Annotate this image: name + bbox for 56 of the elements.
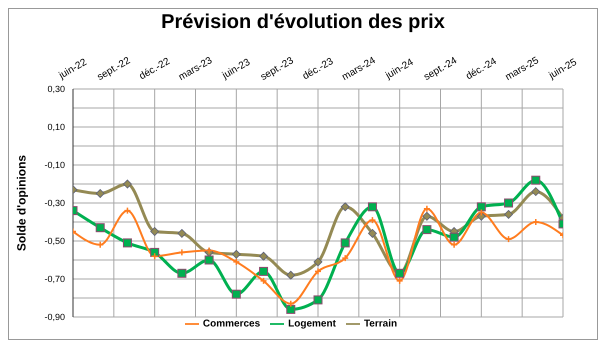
point xyxy=(232,290,241,299)
point xyxy=(177,229,186,238)
y-tick-label: -0,90 xyxy=(44,312,65,322)
point xyxy=(341,254,349,262)
point xyxy=(96,223,105,232)
point xyxy=(340,202,350,212)
point xyxy=(450,232,459,242)
point xyxy=(531,187,540,196)
point xyxy=(123,180,132,188)
point xyxy=(286,304,296,314)
point xyxy=(450,241,458,249)
point xyxy=(532,218,540,226)
point xyxy=(232,258,240,266)
point xyxy=(422,225,432,234)
legend-label: Commerces xyxy=(202,318,260,330)
point xyxy=(232,250,241,259)
point xyxy=(178,248,186,256)
point xyxy=(204,256,214,264)
point xyxy=(259,252,268,261)
point xyxy=(478,208,486,216)
point xyxy=(260,277,268,285)
point xyxy=(205,246,213,254)
y-tick-label: 0,10 xyxy=(47,122,65,132)
point xyxy=(150,252,158,260)
legend-label: Terrain xyxy=(364,318,398,330)
point xyxy=(259,266,268,276)
point xyxy=(124,206,132,214)
legend-label: Logement xyxy=(288,318,336,330)
point xyxy=(150,227,160,236)
point xyxy=(504,210,513,219)
y-tick-label: -0,10 xyxy=(44,160,65,170)
point xyxy=(504,235,512,243)
point xyxy=(504,198,514,208)
point xyxy=(368,216,376,224)
y-axis-title: Solde d'opinions xyxy=(14,154,28,252)
y-tick-label: -0,30 xyxy=(44,198,65,208)
point xyxy=(314,258,322,266)
point xyxy=(476,202,486,212)
point xyxy=(314,268,322,276)
y-tick-label: 0,30 xyxy=(47,84,65,94)
point xyxy=(314,295,322,304)
point xyxy=(396,277,404,285)
point xyxy=(422,212,432,221)
point xyxy=(368,202,377,212)
point xyxy=(122,238,132,248)
point xyxy=(177,268,186,278)
point xyxy=(340,238,350,248)
y-tick-label: -0,70 xyxy=(44,274,65,284)
chart-title: Prévision d'évolution des prix xyxy=(160,11,446,35)
point xyxy=(423,204,431,212)
y-tick-label: -0,50 xyxy=(44,236,65,246)
point xyxy=(286,270,296,280)
point xyxy=(96,189,105,198)
point xyxy=(531,176,540,185)
point xyxy=(287,300,295,308)
point xyxy=(368,229,377,238)
